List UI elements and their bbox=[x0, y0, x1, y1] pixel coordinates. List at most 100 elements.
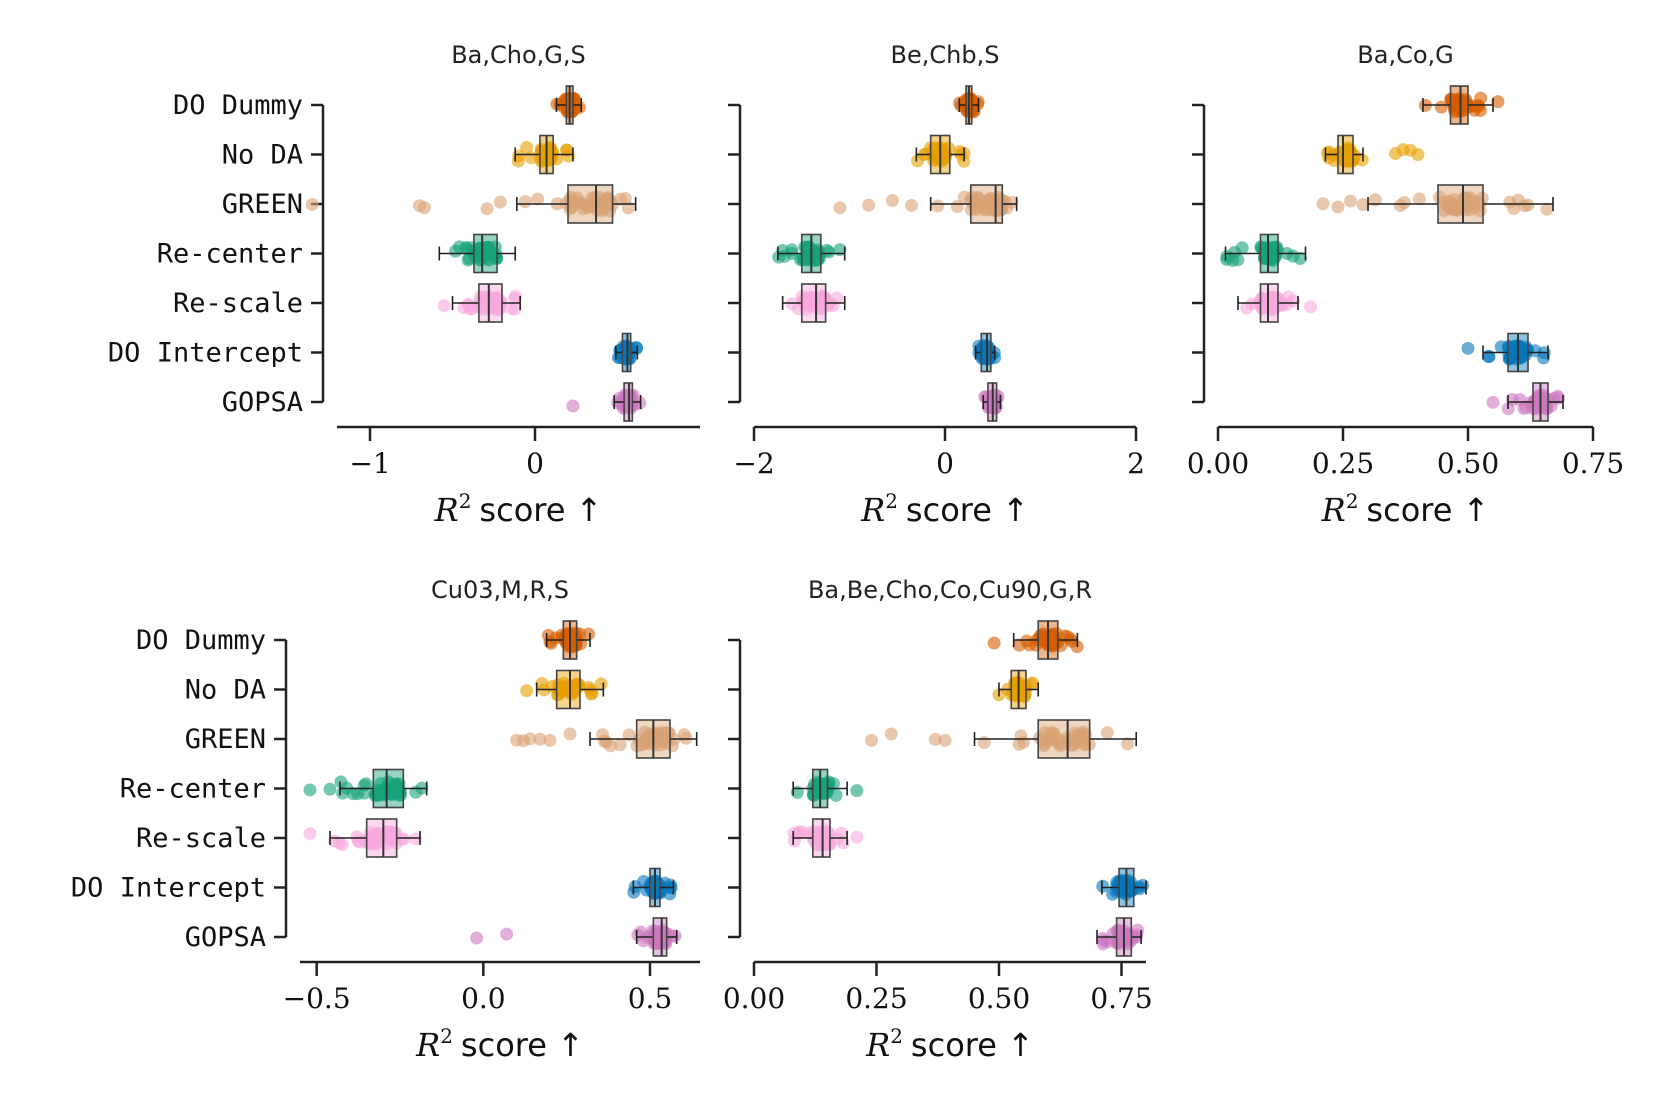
data-point bbox=[599, 735, 613, 749]
y-tick-label: DO Intercept bbox=[108, 338, 303, 369]
series-green bbox=[833, 184, 1019, 224]
data-point bbox=[565, 199, 579, 213]
data-point bbox=[370, 827, 384, 841]
x-axis-label: R2 score ↑ bbox=[434, 489, 603, 529]
data-point bbox=[1012, 638, 1026, 652]
subplot-title: Ba,Be,Cho,Co,Cu90,G,R bbox=[808, 576, 1092, 604]
data-point bbox=[1068, 726, 1082, 740]
data-point bbox=[1096, 937, 1110, 951]
y-tick-label: DO Intercept bbox=[71, 873, 266, 904]
data-point bbox=[1528, 344, 1542, 358]
data-point bbox=[461, 253, 475, 267]
data-point bbox=[1468, 103, 1482, 117]
data-point bbox=[384, 831, 398, 845]
box bbox=[478, 283, 503, 323]
box bbox=[800, 283, 827, 323]
series-no-da bbox=[520, 669, 608, 710]
outlier-point bbox=[1344, 194, 1357, 208]
x-tick-label: 0.25 bbox=[1312, 447, 1374, 480]
x-tick-label: 0.0 bbox=[461, 982, 506, 1015]
data-point bbox=[558, 93, 572, 107]
data-point bbox=[572, 100, 586, 114]
outlier-point bbox=[938, 733, 952, 747]
series-green bbox=[1316, 184, 1554, 224]
x-tick-label: 0.50 bbox=[968, 982, 1030, 1015]
outlier-point bbox=[566, 399, 580, 413]
outlier-point bbox=[987, 636, 1001, 650]
series-re-scale bbox=[303, 818, 423, 858]
outlier-point bbox=[1331, 200, 1345, 214]
x-axis-label: R2 score ↑ bbox=[860, 489, 1029, 529]
outlier-point bbox=[928, 732, 942, 746]
outlier-point bbox=[885, 194, 899, 208]
box bbox=[1037, 719, 1091, 759]
data-point bbox=[1053, 739, 1067, 753]
data-point bbox=[1022, 638, 1036, 652]
series-re-center bbox=[438, 233, 517, 274]
data-point bbox=[504, 301, 518, 315]
data-point bbox=[1368, 193, 1382, 207]
series-gopsa bbox=[470, 917, 682, 957]
y-tick-label: GOPSA bbox=[185, 922, 266, 953]
x-axis-label: R2 score ↑ bbox=[865, 1024, 1034, 1064]
y-tick-label: No DA bbox=[185, 675, 266, 706]
x-tick-label: 2 bbox=[1127, 447, 1145, 480]
data-point bbox=[931, 199, 945, 213]
data-point bbox=[1121, 737, 1135, 751]
x-tick-label: 0.50 bbox=[1437, 447, 1499, 480]
box bbox=[1449, 85, 1469, 125]
series-do-dummy bbox=[550, 85, 586, 125]
y-tick-label: GREEN bbox=[185, 724, 266, 755]
subplot-2: Be,Chb,S −2 0 2 R2 score ↑ bbox=[728, 41, 1145, 529]
data-point bbox=[1111, 883, 1125, 897]
x-tick-label: 0.00 bbox=[723, 982, 785, 1015]
series-re-center bbox=[303, 768, 429, 809]
outlier-point bbox=[1411, 148, 1425, 162]
x-tick-label: 0.75 bbox=[1562, 447, 1624, 480]
data-point bbox=[332, 836, 346, 850]
data-point bbox=[977, 736, 991, 750]
x-axis-label: R2 score ↑ bbox=[415, 1024, 584, 1064]
x-tick-label: 0.5 bbox=[628, 982, 673, 1015]
subplot-title: Ba,Co,G bbox=[1357, 41, 1453, 69]
data-point bbox=[1474, 91, 1488, 105]
box bbox=[811, 818, 831, 858]
data-point bbox=[1293, 252, 1307, 266]
data-point bbox=[520, 141, 534, 155]
data-point bbox=[558, 683, 572, 697]
box bbox=[969, 184, 1004, 224]
data-point bbox=[1551, 389, 1565, 403]
box bbox=[555, 669, 581, 710]
y-tick-label: Re-center bbox=[157, 239, 303, 270]
subplot-5: Ba,Be,Cho,Co,Cu90,G,R 0.00 0.25 0.50 0.75 R2 s… bbox=[723, 576, 1153, 1064]
data-point bbox=[1037, 737, 1051, 751]
outlier-point bbox=[533, 732, 547, 746]
x-tick-label: 0.25 bbox=[845, 982, 907, 1015]
data-point bbox=[614, 192, 628, 206]
data-point bbox=[1447, 197, 1461, 211]
outlier-point bbox=[1304, 300, 1317, 314]
data-point bbox=[1270, 240, 1284, 254]
series-do-dummy bbox=[987, 620, 1084, 660]
subplot-title: Cu03,M,R,S bbox=[431, 576, 569, 604]
outlier-point bbox=[1316, 197, 1330, 211]
box bbox=[1337, 134, 1354, 175]
outlier-point bbox=[303, 783, 317, 797]
data-point bbox=[1338, 146, 1352, 160]
x-tick-label: 0 bbox=[526, 447, 544, 480]
data-point bbox=[1038, 726, 1052, 740]
outlier-point bbox=[850, 830, 864, 844]
data-point bbox=[511, 154, 525, 168]
box bbox=[652, 917, 668, 957]
data-point bbox=[957, 190, 971, 204]
data-point bbox=[677, 728, 691, 742]
outlier-point bbox=[833, 201, 847, 215]
data-point bbox=[1231, 253, 1245, 267]
data-point bbox=[1280, 297, 1294, 311]
data-point bbox=[613, 350, 627, 364]
x-tick-label: −1 bbox=[349, 447, 390, 480]
data-point bbox=[631, 928, 645, 942]
series-do-dummy bbox=[1418, 85, 1505, 125]
outlier-point bbox=[884, 727, 898, 741]
